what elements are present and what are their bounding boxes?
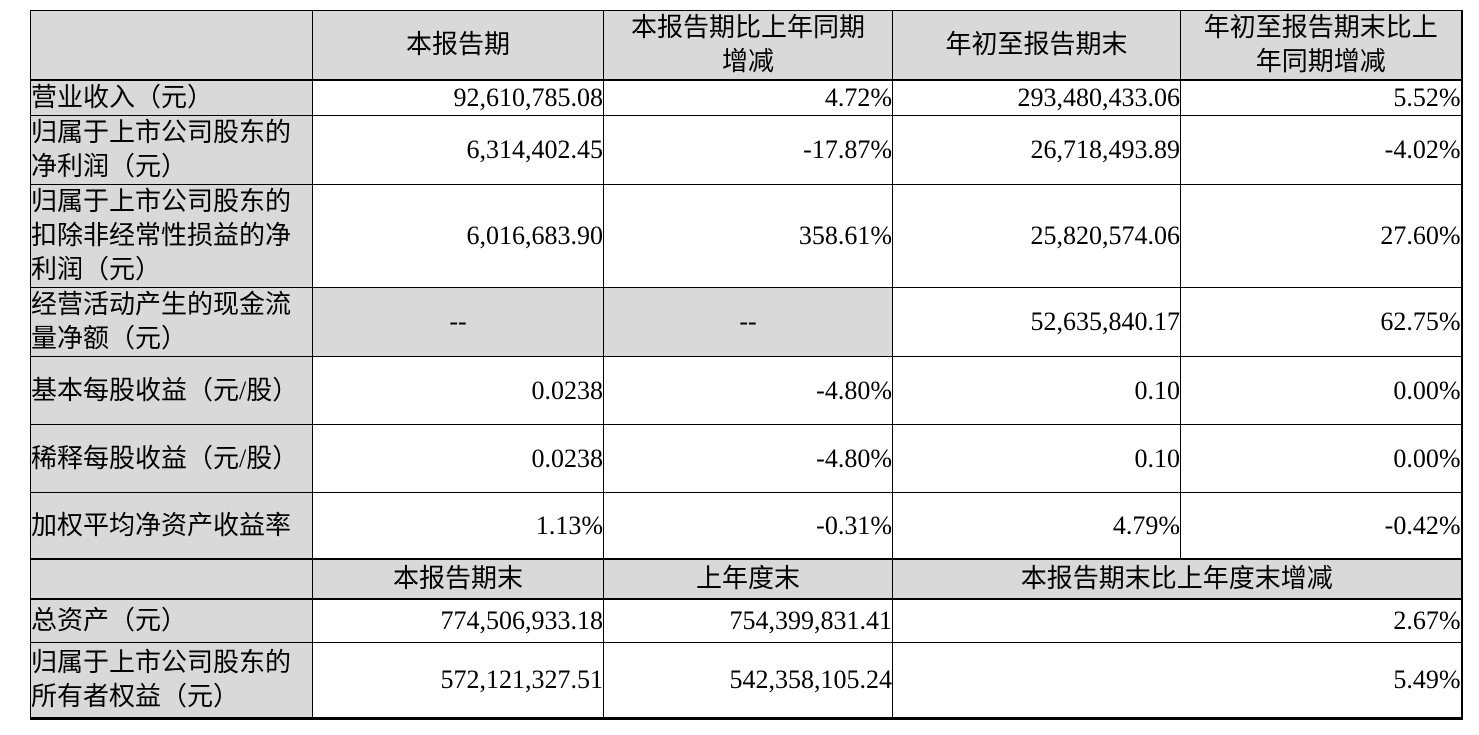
- value-ytd: 0.10: [892, 424, 1181, 493]
- value-ytd-change: 0.00%: [1180, 424, 1462, 493]
- table-row-revenue: 营业收入（元） 92,610,785.08 4.72% 293,480,433.…: [30, 79, 1462, 116]
- value-ytd: 4.79%: [892, 492, 1181, 560]
- subheader-period-end-change: 本报告期末比上年度末增减: [892, 558, 1462, 600]
- header-corner-cell: [30, 10, 313, 81]
- metric-label: 稀释每股收益（元/股）: [30, 424, 313, 493]
- value-current-change: -0.31%: [603, 492, 893, 560]
- table-row-net-profit-excl-nonrecurring: 归属于上市公司股东的扣除非经常性损益的净利润（元） 6,016,683.90 3…: [30, 184, 1462, 288]
- value-ytd: 26,718,493.89: [892, 115, 1181, 185]
- value-ytd-change: 5.52%: [1180, 79, 1462, 116]
- table-row-equity: 归属于上市公司股东的所有者权益（元） 572,121,327.51 542,35…: [30, 642, 1462, 719]
- table-header-row: 本报告期 本报告期比上年同期增减 年初至报告期末 年初至报告期末比上年同期增减: [30, 10, 1462, 81]
- value-ytd: 293,480,433.06: [892, 79, 1181, 116]
- metric-label: 归属于上市公司股东的所有者权益（元）: [30, 642, 313, 719]
- header-current-period: 本报告期: [312, 10, 604, 81]
- value-current: 6,314,402.45: [312, 115, 604, 185]
- subheader-period-end: 本报告期末: [312, 558, 604, 600]
- value-current: 6,016,683.90: [312, 184, 604, 288]
- metric-label: 经营活动产生的现金流量净额（元）: [30, 287, 313, 357]
- subheader-prev-year-end: 上年度末: [603, 558, 893, 600]
- value-current-change: 358.61%: [603, 184, 893, 288]
- value-ytd-change: 62.75%: [1180, 287, 1462, 357]
- metric-label: 归属于上市公司股东的净利润（元）: [30, 115, 313, 185]
- value-ytd: 0.10: [892, 356, 1181, 425]
- value-current-change: 4.72%: [603, 79, 893, 116]
- value-period-end: 774,506,933.18: [312, 598, 604, 643]
- table-row-operating-cash-flow: 经营活动产生的现金流量净额（元） -- -- 52,635,840.17 62.…: [30, 287, 1462, 357]
- value-ytd: 52,635,840.17: [892, 287, 1181, 357]
- value-current-change: -4.80%: [603, 356, 893, 425]
- value-prev-year-end: 754,399,831.41: [603, 598, 893, 643]
- metric-label: 基本每股收益（元/股）: [30, 356, 313, 425]
- metric-label: 总资产（元）: [30, 598, 313, 643]
- metric-label: 加权平均净资产收益率: [30, 492, 313, 560]
- table-row-diluted-eps: 稀释每股收益（元/股） 0.0238 -4.80% 0.10 0.00%: [30, 424, 1462, 493]
- table-row-basic-eps: 基本每股收益（元/股） 0.0238 -4.80% 0.10 0.00%: [30, 356, 1462, 425]
- subheader-corner-cell: [30, 558, 313, 600]
- table-subheader-row: 本报告期末 上年度末 本报告期末比上年度末增减: [30, 558, 1462, 600]
- value-ytd-change: -0.42%: [1180, 492, 1462, 560]
- value-current-change-na: --: [603, 287, 893, 357]
- metric-label: 营业收入（元）: [30, 79, 313, 116]
- value-current-na: --: [312, 287, 604, 357]
- value-current-change: -17.87%: [603, 115, 893, 185]
- header-ytd-change: 年初至报告期末比上年同期增减: [1180, 10, 1462, 81]
- value-current-change: -4.80%: [603, 424, 893, 493]
- value-ytd-change: 27.60%: [1180, 184, 1462, 288]
- value-current: 1.13%: [312, 492, 604, 560]
- table-row-net-profit: 归属于上市公司股东的净利润（元） 6,314,402.45 -17.87% 26…: [30, 115, 1462, 185]
- value-ytd-change: -4.02%: [1180, 115, 1462, 185]
- value-period-end: 572,121,327.51: [312, 642, 604, 719]
- header-ytd: 年初至报告期末: [892, 10, 1181, 81]
- value-change: 2.67%: [892, 598, 1462, 643]
- value-current: 0.0238: [312, 424, 604, 493]
- value-ytd-change: 0.00%: [1180, 356, 1462, 425]
- key-financials-table: 本报告期 本报告期比上年同期增减 年初至报告期末 年初至报告期末比上年同期增减 …: [30, 10, 1463, 720]
- header-current-period-change: 本报告期比上年同期增减: [603, 10, 893, 81]
- table-row-weighted-avg-roe: 加权平均净资产收益率 1.13% -0.31% 4.79% -0.42%: [30, 492, 1462, 560]
- value-ytd: 25,820,574.06: [892, 184, 1181, 288]
- value-current: 0.0238: [312, 356, 604, 425]
- table-row-total-assets: 总资产（元） 774,506,933.18 754,399,831.41 2.6…: [30, 598, 1462, 643]
- value-current: 92,610,785.08: [312, 79, 604, 116]
- metric-label: 归属于上市公司股东的扣除非经常性损益的净利润（元）: [30, 184, 313, 288]
- value-prev-year-end: 542,358,105.24: [603, 642, 893, 719]
- value-change: 5.49%: [892, 642, 1462, 719]
